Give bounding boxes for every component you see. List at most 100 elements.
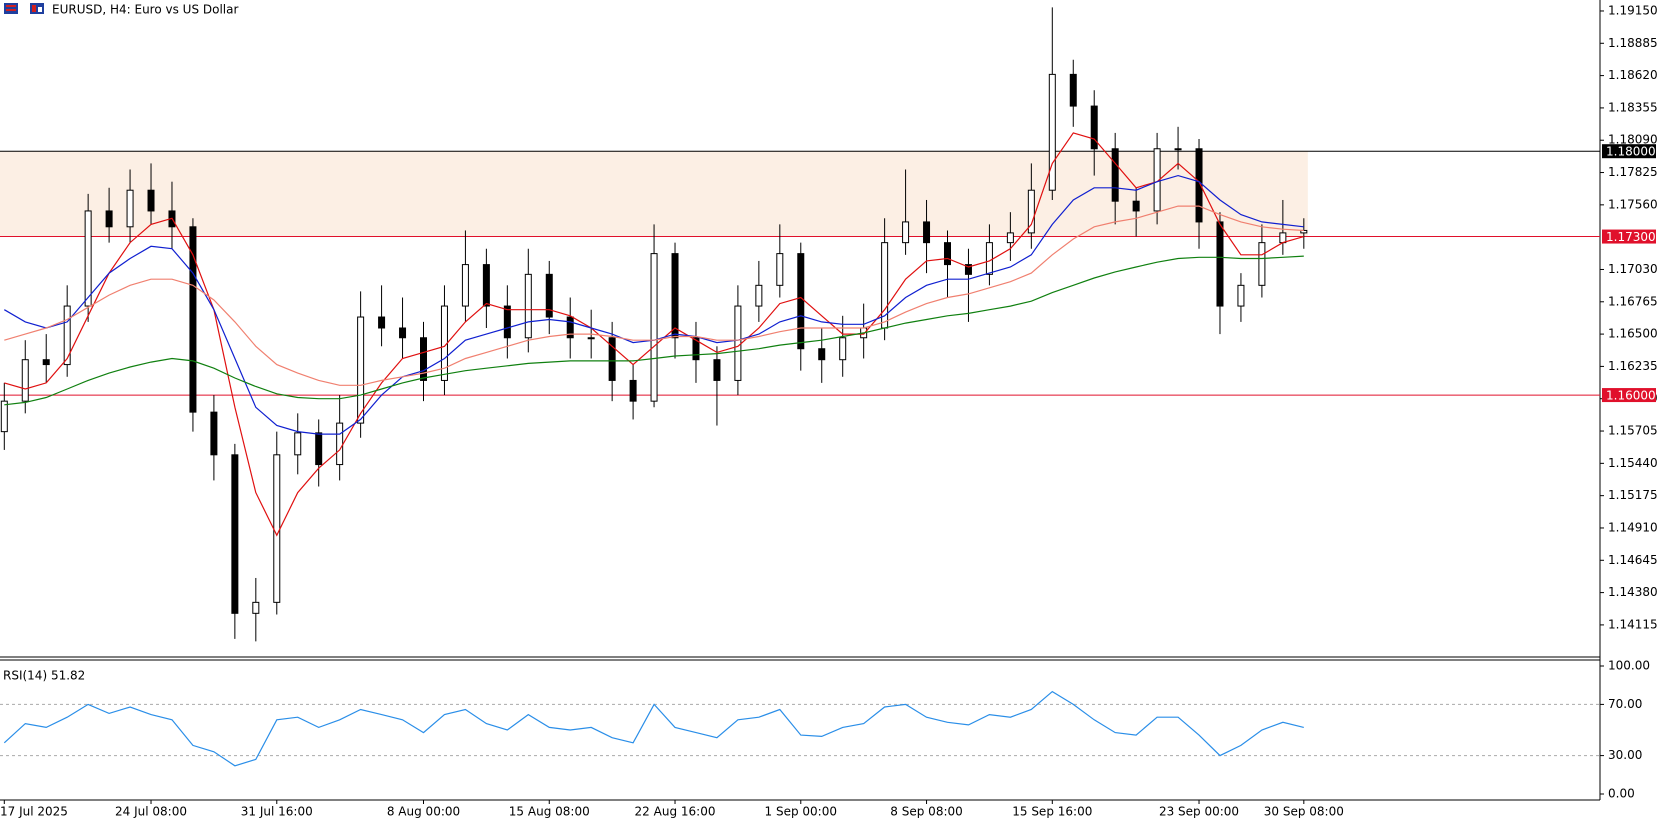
candle-body [776,253,784,286]
candle-body [378,316,386,329]
candle-body [1300,229,1308,234]
candle-body [671,253,679,339]
candle-body [734,305,742,381]
y-tick-label: 1.18620 [1608,68,1658,82]
y-tick-label: 1.15440 [1608,456,1658,470]
y-tick-label: 1.17560 [1608,197,1658,211]
candle-body [0,400,8,433]
y-tick-label: 1.14645 [1608,553,1658,567]
candle-body [923,221,931,244]
candle-body [1132,200,1140,212]
candle-body [210,411,218,456]
y-tick-label: 1.14115 [1608,617,1658,631]
candle-body [1258,242,1266,286]
y-tick-label: 1.15175 [1608,488,1658,502]
chart-title: EURUSD, H4: Euro vs US Dollar [52,3,238,17]
rsi-y-tick-label: 30.00 [1608,748,1642,762]
candle-body [1216,221,1224,307]
candle-body [692,337,700,361]
candle-body [273,454,281,603]
candle-body [1279,232,1287,244]
rsi-y-tick-label: 70.00 [1608,697,1642,711]
x-tick-label: 15 Aug 08:00 [509,805,590,819]
y-tick-label: 1.17825 [1608,165,1658,179]
x-tick-label: 30 Sep 08:00 [1264,805,1344,819]
y-tick-label: 1.14380 [1608,585,1658,599]
candle-body [294,432,302,456]
candle-body [147,189,155,212]
candle-body [1195,148,1203,223]
x-tick-label: 8 Aug 00:00 [387,805,460,819]
candle-body [1237,284,1245,307]
candle-body [818,348,826,361]
candle-body [189,226,197,413]
zone [0,151,1308,237]
y-tick-label: 1.15705 [1608,424,1658,438]
y-tick-label: 1.14910 [1608,520,1658,534]
candle-body [587,337,595,340]
level-label: 1.16000 [1606,389,1656,403]
candle-body [315,432,323,466]
candle-body [1174,148,1182,151]
candle-body [1027,189,1035,234]
y-tick-label: 1.16235 [1608,359,1658,373]
candle-body [797,253,805,350]
candle-body [336,422,344,466]
x-tick-label: 31 Jul 16:00 [241,805,313,819]
candle-body [503,305,511,339]
level-label-bg [1602,388,1656,403]
level-label: 1.18000 [1606,145,1656,159]
candle-body [357,316,365,424]
rsi-y-tick-label: 0.00 [1608,787,1635,801]
y-tick-label: 1.16765 [1608,294,1658,308]
candle-body [461,264,469,307]
candle-body [566,316,574,339]
candle-body [84,210,92,307]
candle-body [629,379,637,402]
y-tick-label: 1.18355 [1608,100,1658,114]
candle-body [252,601,260,614]
candle-body [126,189,134,228]
rsi-title: RSI(14) 51.82 [3,669,85,683]
y-tick-label: 1.16500 [1608,327,1658,341]
candle-body [231,454,239,614]
candle-body [105,210,113,228]
x-tick-label: 24 Jul 08:00 [115,805,187,819]
x-tick-label: 17 Jul 2025 [0,805,68,819]
candle-body [399,327,407,339]
level-label-bg [1602,229,1656,244]
candle-body [839,337,847,361]
rsi-y-tick-label: 100.00 [1608,659,1650,673]
candle-body [755,284,763,307]
candle-body [964,264,972,275]
candle-body [1111,148,1119,202]
candle-body [713,359,721,381]
y-tick-label: 1.18090 [1608,133,1658,147]
x-tick-label: 23 Sep 00:00 [1159,805,1239,819]
candle-body [1090,105,1098,150]
candle-body [21,359,29,402]
candle-body [420,337,427,381]
y-tick-label: 1.18885 [1608,36,1658,50]
candle-body [608,337,616,381]
candle-body [42,359,50,366]
x-tick-label: 15 Sep 16:00 [1012,805,1092,819]
candle-body [482,264,490,307]
moving-average [4,255,1304,406]
candle-body [1069,73,1077,107]
moving-average [4,205,1304,386]
rsi-line [3,690,1304,767]
header-icons [4,3,44,14]
x-tick-label: 22 Aug 16:00 [635,805,716,819]
candle-body [902,221,910,244]
candle-body [545,273,553,318]
level-label-bg [1602,144,1656,159]
y-tick-label: 1.19150 [1608,3,1658,17]
candle-body [944,242,951,266]
moving-average [4,132,1304,537]
candle-body [1006,232,1014,244]
x-tick-label: 8 Sep 08:00 [890,805,962,819]
candle-body [650,253,658,402]
